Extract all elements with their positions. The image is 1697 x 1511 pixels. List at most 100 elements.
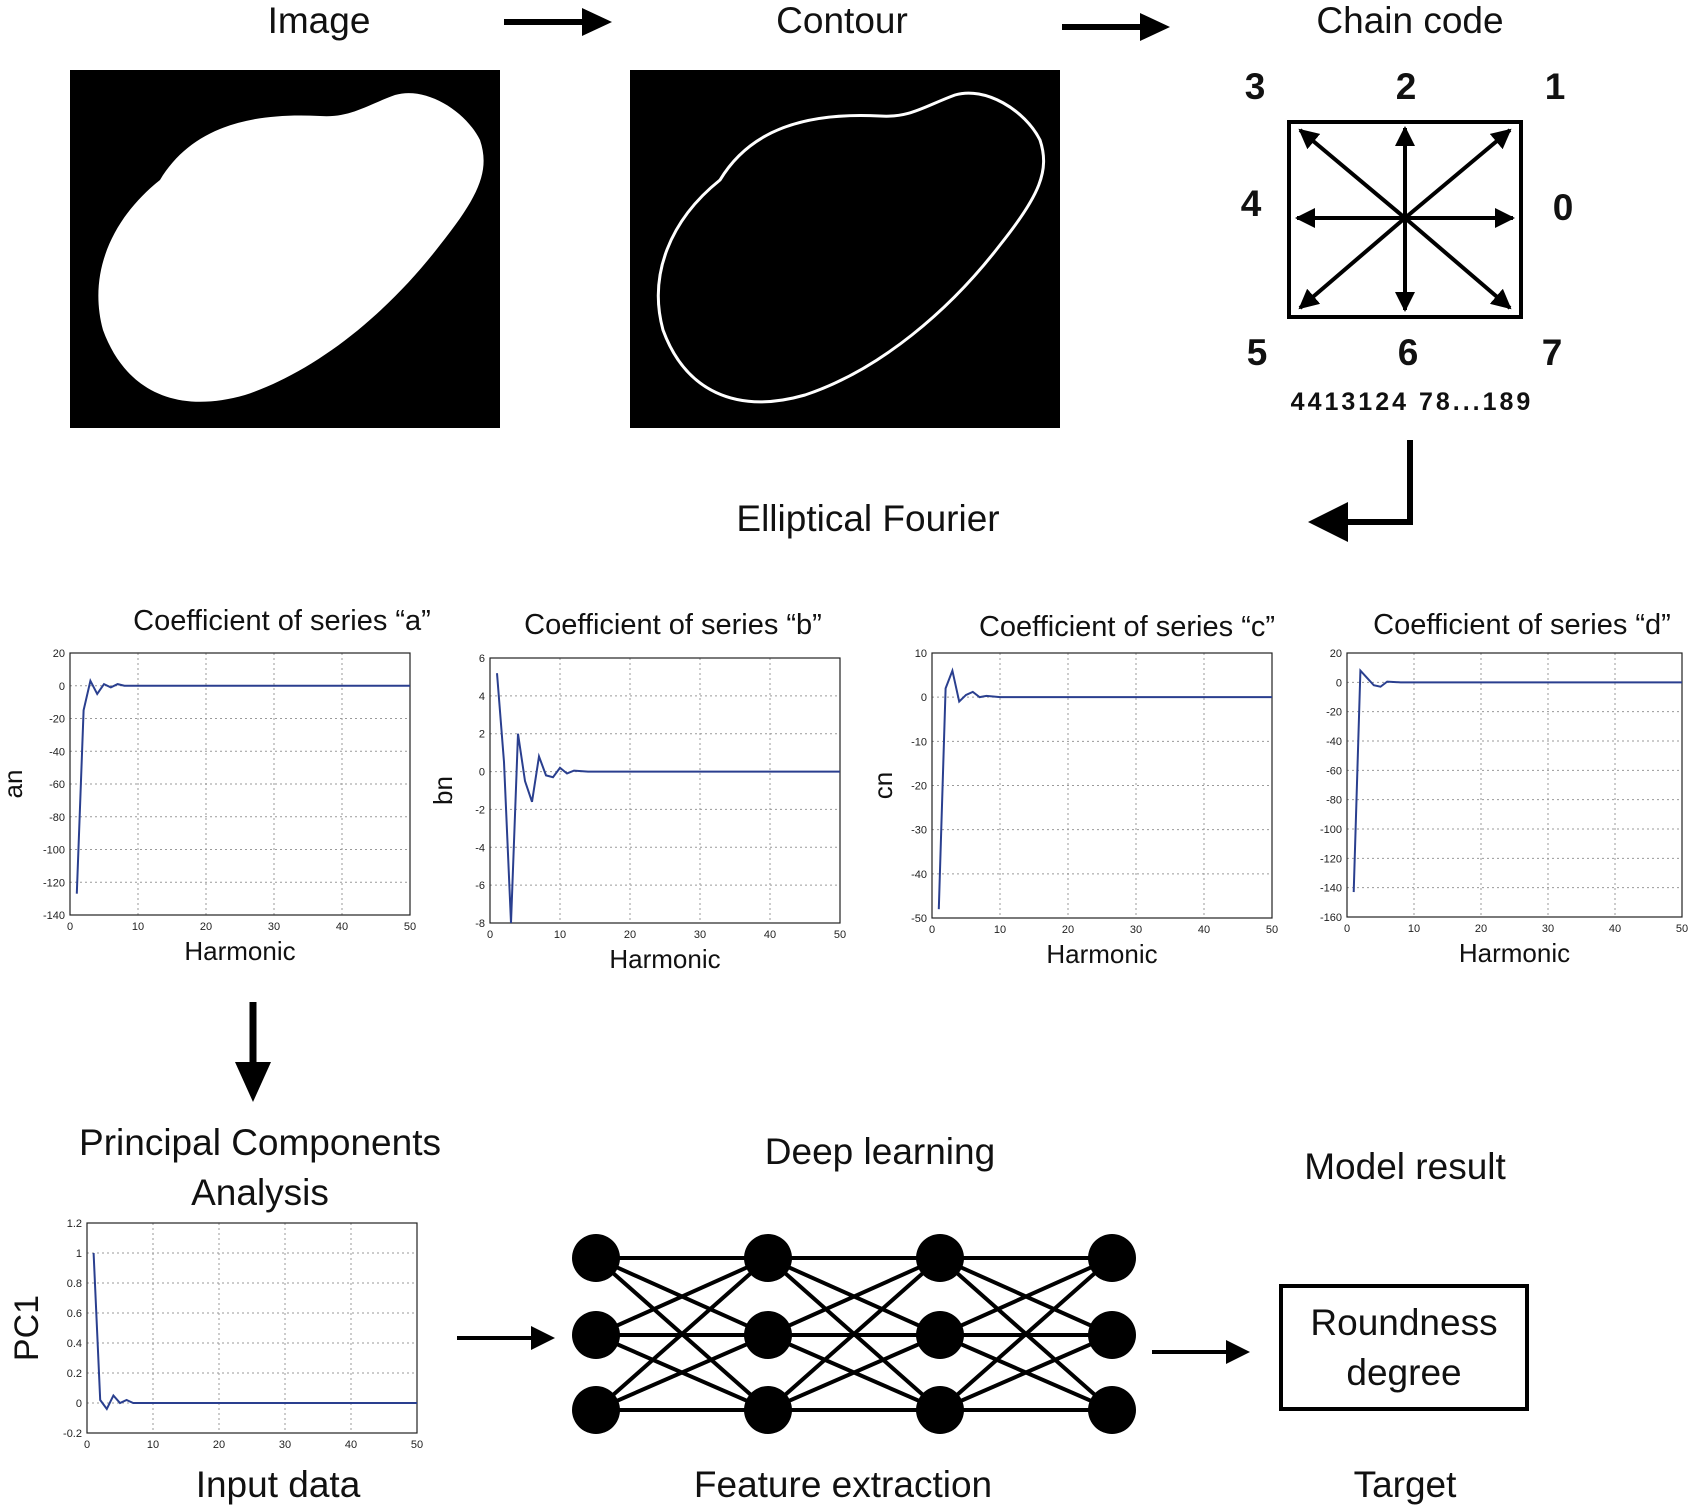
y-tick-label: 6 bbox=[479, 653, 485, 665]
x-tick-label: 10 bbox=[1408, 923, 1420, 935]
y-tick-label: -0.2 bbox=[63, 1428, 82, 1440]
x-tick-label: 40 bbox=[345, 1439, 357, 1451]
y-tick-label: 0 bbox=[479, 767, 485, 779]
y-tick-label: -50 bbox=[911, 913, 927, 925]
x-tick-label: 20 bbox=[213, 1439, 225, 1451]
chain-code-label: Chain code bbox=[1316, 0, 1504, 41]
network-node bbox=[1088, 1234, 1136, 1282]
chart-c-title: Coefficient of series “c” bbox=[978, 611, 1276, 643]
network-connection bbox=[939, 1333, 1113, 1412]
result-text: Roundness degree bbox=[1310, 1301, 1498, 1393]
direction-number-0: 0 bbox=[1552, 187, 1574, 228]
chart-a-title: Coefficient of series “a” bbox=[133, 605, 431, 637]
y-tick-label: 10 bbox=[915, 648, 927, 660]
x-axis-label: Harmonic bbox=[1459, 938, 1570, 965]
network-node bbox=[916, 1386, 964, 1434]
feature-extraction-label: Feature extraction bbox=[693, 1464, 993, 1505]
x-tick-label: 0 bbox=[67, 921, 73, 933]
x-tick-label: 50 bbox=[411, 1439, 423, 1451]
x-tick-label: 20 bbox=[200, 921, 212, 933]
y-tick-label: -40 bbox=[911, 869, 927, 881]
network-connection bbox=[938, 1256, 1114, 1412]
y-tick-label: -6 bbox=[475, 880, 485, 892]
x-tick-label: 30 bbox=[268, 921, 280, 933]
direction-1-arrow bbox=[1403, 128, 1512, 220]
y-tick-label: -20 bbox=[911, 781, 927, 793]
series-line bbox=[496, 673, 840, 924]
y-tick-label: 0.6 bbox=[67, 1308, 82, 1320]
y-tick-label: -80 bbox=[49, 812, 65, 824]
direction-number-3: 3 bbox=[1244, 66, 1266, 107]
x-tick-label: 10 bbox=[132, 921, 144, 933]
y-tick-label: -40 bbox=[49, 746, 65, 758]
direction-number-2: 2 bbox=[1395, 66, 1417, 107]
blob-shape bbox=[98, 93, 484, 402]
chart-b-title: Coefficient of series “b” bbox=[524, 609, 822, 641]
series-line bbox=[937, 667, 1272, 910]
y-tick-label: 20 bbox=[1330, 648, 1342, 660]
result-box: Roundness degree bbox=[1279, 1284, 1529, 1411]
x-tick-label: 30 bbox=[1130, 924, 1142, 936]
y-tick-label: -8 bbox=[475, 918, 485, 930]
x-tick-label: 50 bbox=[1266, 924, 1278, 936]
plot-frame bbox=[86, 1222, 418, 1434]
arrow-to-pca bbox=[235, 1002, 271, 1102]
x-tick-label: 40 bbox=[1609, 923, 1621, 935]
y-tick-label: -120 bbox=[43, 877, 65, 889]
y-tick-label: 20 bbox=[53, 648, 65, 660]
network-connection bbox=[766, 1256, 942, 1412]
y-tick-label: 0 bbox=[76, 1398, 82, 1410]
y-tick-label: -20 bbox=[49, 714, 65, 726]
y-tick-label: 1.2 bbox=[67, 1218, 82, 1230]
network-node bbox=[572, 1234, 620, 1282]
target-label: Target bbox=[1353, 1464, 1457, 1505]
y-tick-label: -160 bbox=[1320, 912, 1342, 924]
x-axis-label: Harmonic bbox=[609, 944, 720, 970]
x-tick-label: 30 bbox=[694, 929, 706, 941]
y-tick-label: 0 bbox=[59, 681, 65, 693]
network-node bbox=[916, 1234, 964, 1282]
network-connection bbox=[939, 1256, 1113, 1337]
elliptical-fourier-label: Elliptical Fourier bbox=[736, 498, 1000, 539]
direction-number-4: 4 bbox=[1240, 183, 1262, 224]
x-tick-label: 40 bbox=[336, 921, 348, 933]
direction-number-6: 6 bbox=[1397, 332, 1419, 373]
network-node bbox=[1088, 1311, 1136, 1359]
network-connection bbox=[767, 1256, 941, 1337]
contour-label: Contour bbox=[776, 0, 908, 41]
x-tick-label: 50 bbox=[1676, 923, 1688, 935]
chain-code-directions bbox=[1287, 120, 1523, 319]
chart-series-d: 0 10 20 30 40 50 20 0 -20 -40 -60 -80 -100 -120 -140 -1… bbox=[1320, 648, 1688, 965]
y-tick-label: -2 bbox=[475, 804, 485, 816]
network-connection bbox=[594, 1256, 770, 1412]
y-axis-label: bn bbox=[430, 776, 458, 805]
y-tick-label: 0.2 bbox=[67, 1368, 82, 1380]
network-node bbox=[1088, 1386, 1136, 1434]
chart-series-a: 0 10 20 30 40 50 20 0 -20 -40 -60 -80 -100 -120 -140 Ha… bbox=[0, 648, 416, 965]
y-tick-label: -30 bbox=[911, 825, 927, 837]
x-tick-label: 10 bbox=[554, 929, 566, 941]
y-tick-label: 0.4 bbox=[67, 1338, 82, 1350]
network-node bbox=[916, 1311, 964, 1359]
x-tick-label: 20 bbox=[1062, 924, 1074, 936]
x-tick-label: 0 bbox=[487, 929, 493, 941]
y-axis-label: an bbox=[0, 770, 28, 799]
y-tick-label: -20 bbox=[1326, 707, 1342, 719]
network-node bbox=[744, 1311, 792, 1359]
x-tick-label: 50 bbox=[834, 929, 846, 941]
y-tick-label: -4 bbox=[475, 842, 485, 854]
neural-network bbox=[572, 1234, 1136, 1434]
x-tick-label: 0 bbox=[1344, 923, 1350, 935]
plot-frame bbox=[1346, 652, 1683, 918]
direction-3-arrow bbox=[1298, 128, 1407, 220]
y-tick-label: -80 bbox=[1326, 795, 1342, 807]
x-tick-label: 50 bbox=[404, 921, 416, 933]
y-tick-label: -60 bbox=[1326, 765, 1342, 777]
arrow-network-to-result bbox=[1152, 1340, 1250, 1364]
x-tick-label: 0 bbox=[84, 1439, 90, 1451]
direction-7-arrow bbox=[1403, 216, 1512, 310]
network-connection bbox=[595, 1333, 769, 1412]
direction-5-arrow bbox=[1298, 216, 1407, 310]
y-tick-label: 0 bbox=[921, 692, 927, 704]
pca-label: Principal Components Analysis bbox=[79, 1122, 441, 1213]
